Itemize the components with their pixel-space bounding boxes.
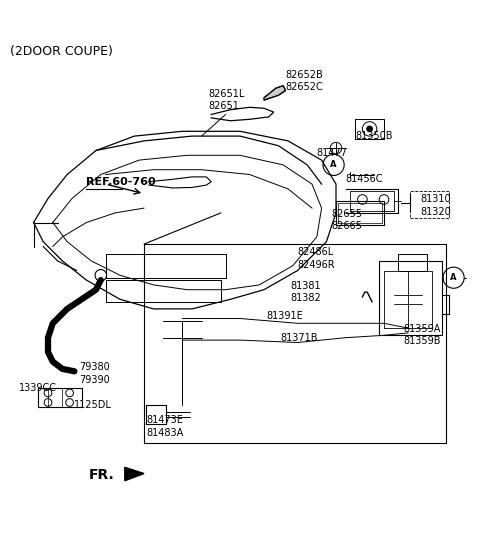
Text: 81371B: 81371B (281, 333, 318, 342)
Circle shape (95, 269, 107, 281)
Text: 82486L
82496R: 82486L 82496R (298, 247, 335, 270)
Text: 81350B: 81350B (355, 131, 393, 141)
Text: 81456C: 81456C (346, 174, 383, 184)
Text: 82652B
82652C: 82652B 82652C (286, 70, 324, 92)
Text: 81359A
81359B: 81359A 81359B (403, 324, 441, 346)
Text: REF.60-760: REF.60-760 (86, 177, 156, 187)
Text: 81391E: 81391E (266, 311, 303, 321)
Circle shape (367, 126, 372, 132)
Text: 81473E
81483A: 81473E 81483A (146, 415, 184, 438)
Text: FR.: FR. (89, 469, 115, 483)
Text: 81381
81382: 81381 81382 (290, 281, 321, 304)
Text: 81310
81320: 81310 81320 (420, 195, 451, 217)
Text: 82651L
82651: 82651L 82651 (209, 89, 245, 111)
Text: A: A (450, 273, 457, 282)
Polygon shape (264, 85, 286, 100)
Text: 82655
82665: 82655 82665 (331, 209, 362, 232)
Polygon shape (125, 467, 144, 481)
Text: A: A (330, 160, 337, 169)
Text: 79380
79390: 79380 79390 (79, 362, 110, 385)
Text: 1125DL: 1125DL (74, 400, 112, 410)
Text: (2DOOR COUPE): (2DOOR COUPE) (10, 45, 112, 58)
Text: 1339CC: 1339CC (19, 383, 57, 393)
Text: 81477: 81477 (317, 148, 348, 158)
